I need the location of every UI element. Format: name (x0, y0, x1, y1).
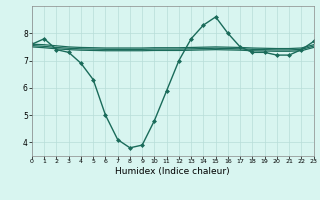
X-axis label: Humidex (Indice chaleur): Humidex (Indice chaleur) (116, 167, 230, 176)
